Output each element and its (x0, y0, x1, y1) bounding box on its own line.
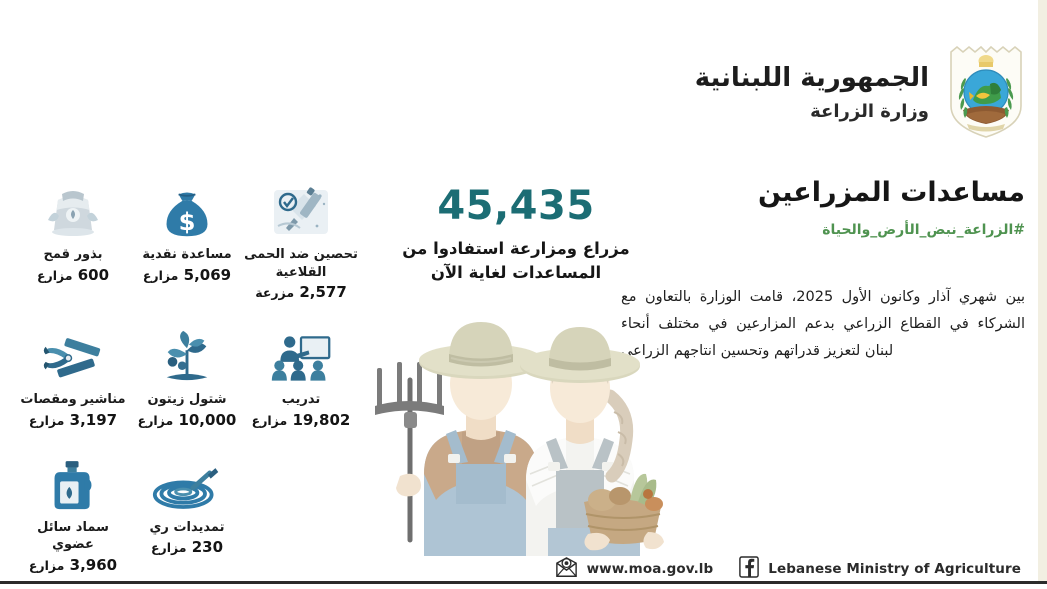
training-presentation-icon (244, 321, 358, 385)
stat-number: 2,577 (299, 283, 347, 302)
total-beneficiaries-number: 45,435 (437, 183, 595, 229)
stat-label: مناشير ومقصات (20, 392, 126, 408)
stat-label: شتول زيتون (147, 392, 227, 408)
stat-label: مساعدة نقدية (142, 247, 232, 262)
stat-label: تدريب (281, 392, 321, 408)
facebook-icon (739, 556, 760, 582)
government-name: الجمهورية اللبنانية (694, 63, 929, 94)
stat-number: 230 (191, 538, 224, 557)
wheat-seed-sack-icon (16, 176, 130, 240)
stat-value: 3,960 مزارع (16, 555, 130, 576)
pruning-shears-saw-icon (16, 321, 130, 385)
headline-statistic: 45,435 مزراع ومزارعة استفادوا من المساعد… (396, 186, 636, 285)
lebanon-ministry-emblem-icon (943, 44, 1029, 140)
fertilizer-bottle-icon (16, 449, 130, 513)
footer-facebook[interactable]: Lebanese Ministry of Agriculture (739, 556, 1021, 582)
statistics-row-2: مناشير ومقصات 3,197 مزارع (16, 321, 376, 431)
website-url: www.moa.gov.lb (586, 561, 714, 577)
stat-label: تحصين ضد الحمى القلاعية (244, 247, 358, 280)
stat-number: 3,960 (69, 555, 118, 574)
stat-item-wheat-seeds: بذور قمح 600 مزارع (16, 176, 130, 286)
page-title: مساعدات المزراعين (757, 177, 1025, 208)
stat-unit: مزارع (36, 267, 73, 283)
money-bag-icon: $ (130, 176, 244, 240)
stat-label: سماد سائل عضوي (37, 519, 109, 553)
stat-value: 3,197 مزارع (16, 410, 130, 431)
stat-item-olive-seedlings: شتول زيتون 10,000 مزارع (130, 321, 244, 431)
stat-label: بذور قمح (43, 247, 103, 262)
stat-item-saws-shears: مناشير ومقصات 3,197 مزارع (16, 321, 130, 431)
stat-number: 19,802 (292, 410, 351, 429)
stat-number: 600 (77, 265, 110, 284)
stat-unit: مزارع (251, 412, 288, 428)
stat-number: 5,069 (183, 265, 232, 284)
header: الجمهورية اللبنانية وزارة الزراعة (609, 44, 1029, 140)
stat-item-cash-assistance: $ مساعدة نقدية 5,069 مزارع (130, 176, 244, 286)
right-content-column: مساعدات المزراعين #الزراعة_نبض_الأرض_وال… (621, 175, 1025, 365)
stat-value: 230 مزارع (130, 537, 244, 558)
stat-item-irrigation: تمديدات ري 230 مزارع (130, 449, 244, 559)
footer-divider-line (0, 581, 1047, 584)
stat-value: 10,000 مزارع (130, 410, 244, 431)
stat-item-training: تدريب 19,802 مزارع (244, 321, 358, 431)
envelope-globe-icon (555, 556, 578, 582)
statistics-row-1: بذور قمح 600 مزارع $ مساعدة نقدية (16, 176, 376, 303)
stat-unit: مزارع (150, 540, 187, 556)
statistics-row-3: سماد سائل عضوي 3,960 مزارع (16, 449, 376, 576)
stat-value: 600 مزارع (16, 265, 130, 286)
right-edge-strip (1038, 0, 1047, 582)
total-beneficiaries-caption: مزراع ومزارعة استفادوا من المساعدات لغاي… (402, 239, 630, 282)
irrigation-hose-icon (130, 449, 244, 513)
stat-label: تمديدات ري (149, 519, 225, 535)
two-farmers-illustration (352, 288, 670, 556)
stat-value: 19,802 مزارع (244, 410, 358, 431)
stat-value: 2,577 مزرعة (244, 282, 358, 303)
description-paragraph: بين شهري آذار وكانون الأول 2025، قامت ال… (621, 289, 1025, 359)
campaign-hashtag: #الزراعة_نبض_الأرض_والحياة (822, 222, 1025, 239)
footer-website[interactable]: www.moa.gov.lb (555, 556, 714, 582)
stat-number: 3,197 (69, 410, 118, 429)
facebook-page-name: Lebanese Ministry of Agriculture (768, 561, 1021, 577)
stat-unit: مزارع (28, 557, 65, 573)
stat-value: 5,069 مزارع (130, 265, 244, 286)
vaccine-syringe-icon (244, 176, 358, 240)
svg-text:$: $ (179, 208, 196, 236)
footer: www.moa.gov.lb Lebanese Ministry of Agri… (0, 556, 1047, 582)
stat-unit: مزارع (28, 412, 65, 428)
stat-number: 10,000 (178, 410, 237, 429)
stat-item-fmd-vaccination: تحصين ضد الحمى القلاعية 2,577 مزرعة (244, 176, 358, 303)
stat-unit: مزارع (142, 267, 179, 283)
statistics-grid: بذور قمح 600 مزارع $ مساعدة نقدية (16, 176, 376, 576)
stat-item-liquid-fertilizer: سماد سائل عضوي 3,960 مزارع (16, 449, 130, 576)
olive-seedling-icon (130, 321, 244, 385)
ministry-name: وزارة الزراعة (810, 100, 929, 122)
stat-unit: مزرعة (255, 285, 295, 301)
header-text-block: الجمهورية اللبنانية وزارة الزراعة (695, 60, 929, 124)
stat-unit: مزارع (137, 412, 174, 428)
